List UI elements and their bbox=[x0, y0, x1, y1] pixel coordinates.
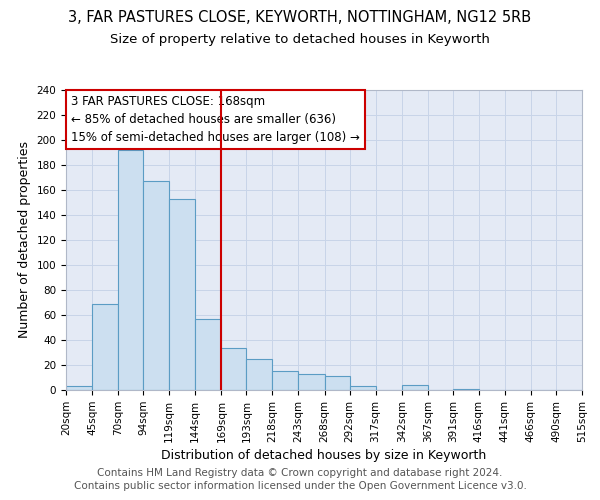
Bar bbox=[195, 319, 221, 390]
Text: Size of property relative to detached houses in Keyworth: Size of property relative to detached ho… bbox=[110, 32, 490, 46]
Bar bbox=[247, 359, 272, 390]
Y-axis label: Number of detached properties: Number of detached properties bbox=[18, 142, 31, 338]
X-axis label: Distribution of detached houses by size in Keyworth: Distribution of detached houses by size … bbox=[161, 449, 487, 462]
Bar bbox=[118, 150, 143, 390]
Bar bbox=[66, 386, 92, 390]
Bar bbox=[143, 181, 169, 390]
Bar bbox=[272, 371, 298, 390]
Text: Contains public sector information licensed under the Open Government Licence v3: Contains public sector information licen… bbox=[74, 481, 526, 491]
Text: Contains HM Land Registry data © Crown copyright and database right 2024.: Contains HM Land Registry data © Crown c… bbox=[97, 468, 503, 477]
Bar bbox=[325, 376, 350, 390]
Bar bbox=[401, 385, 428, 390]
Bar bbox=[221, 348, 247, 390]
Bar bbox=[298, 374, 325, 390]
Bar bbox=[350, 386, 376, 390]
Bar bbox=[169, 198, 195, 390]
Text: 3 FAR PASTURES CLOSE: 168sqm
← 85% of detached houses are smaller (636)
15% of s: 3 FAR PASTURES CLOSE: 168sqm ← 85% of de… bbox=[71, 95, 360, 144]
Bar bbox=[453, 389, 479, 390]
Bar bbox=[92, 304, 118, 390]
Text: 3, FAR PASTURES CLOSE, KEYWORTH, NOTTINGHAM, NG12 5RB: 3, FAR PASTURES CLOSE, KEYWORTH, NOTTING… bbox=[68, 10, 532, 25]
